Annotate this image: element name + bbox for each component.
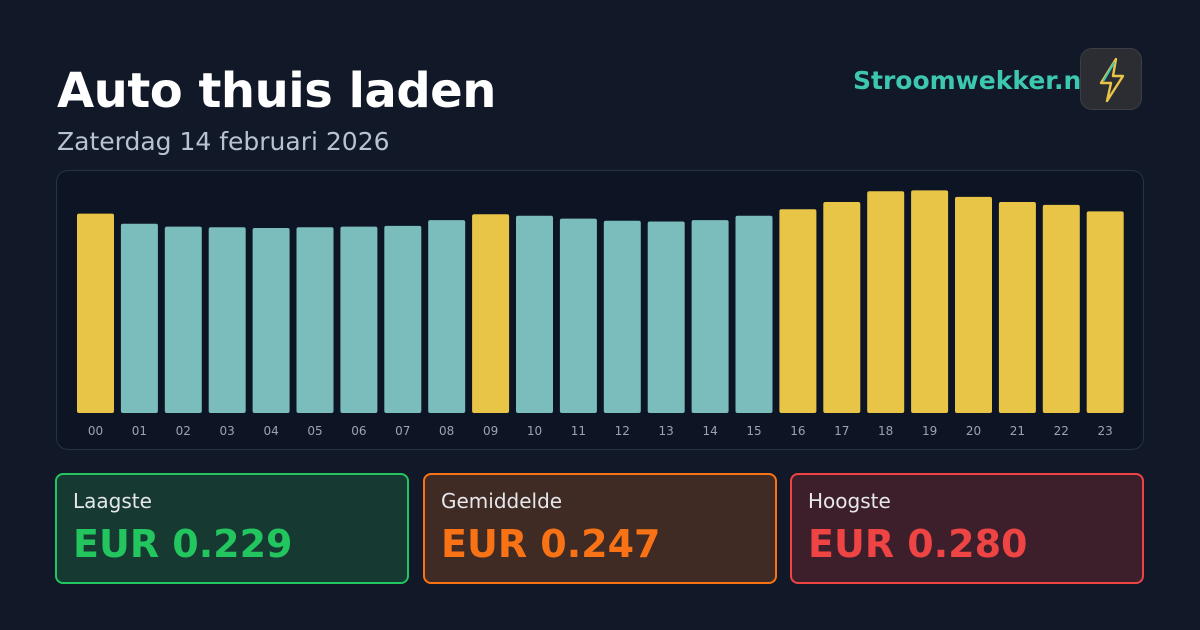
tick-label-hour-14: 14 (702, 424, 717, 438)
tick-label-hour-17: 17 (834, 424, 849, 438)
tick-label-hour-19: 19 (922, 424, 937, 438)
tick-label-hour-15: 15 (746, 424, 761, 438)
bar-hour-00 (77, 213, 114, 413)
stat-average: Gemiddelde EUR 0.247 (423, 473, 777, 584)
tick-label-hour-06: 06 (351, 424, 366, 438)
stat-highest-value: EUR 0.280 (808, 522, 1028, 566)
tick-label-hour-09: 09 (483, 424, 498, 438)
hourly-price-chart: 00 01 02 03 04 05 06 07 08 09 10 11 12 13 14 15 16 17 18 19… (77, 190, 1124, 438)
bar-hour-23 (1086, 211, 1124, 413)
tick-label-hour-05: 05 (307, 424, 322, 438)
tick-label-hour-03: 03 (220, 424, 235, 438)
bar-hour-19 (911, 190, 949, 413)
stat-average-label: Gemiddelde (441, 489, 563, 513)
tick-label-hour-07: 07 (395, 424, 410, 438)
bar-hour-20 (955, 196, 992, 413)
bar-hour-01 (120, 223, 158, 413)
bar-hour-03 (208, 227, 246, 413)
bar-hour-21 (998, 202, 1036, 413)
brand-name[interactable]: Stroomwekker.nl (853, 66, 1090, 95)
tick-label-hour-13: 13 (659, 424, 674, 438)
tick-label-hour-01: 01 (132, 424, 147, 438)
bar-hour-11 (559, 218, 597, 413)
bar-hour-05 (296, 227, 334, 413)
stat-lowest-value: EUR 0.229 (73, 522, 293, 566)
date-subtitle: Zaterdag 14 februari 2026 (57, 127, 390, 156)
bar-hour-09 (472, 214, 510, 413)
bar-hour-04 (252, 228, 290, 413)
lightning-bolt-icon (1099, 57, 1125, 103)
stat-highest-label: Hoogste (808, 489, 891, 513)
bar-hour-08 (428, 220, 466, 413)
tick-label-hour-08: 08 (439, 424, 454, 438)
tick-label-hour-10: 10 (527, 424, 542, 438)
tick-label-hour-11: 11 (571, 424, 586, 438)
bar-hour-14 (691, 220, 729, 413)
tick-label-hour-12: 12 (615, 424, 630, 438)
tick-label-hour-20: 20 (966, 424, 981, 438)
bar-hour-07 (384, 225, 422, 413)
bar-hour-06 (340, 226, 378, 413)
bar-hour-15 (735, 215, 773, 413)
logo (1080, 48, 1142, 110)
tick-label-hour-02: 02 (176, 424, 191, 438)
tick-label-hour-22: 22 (1054, 424, 1069, 438)
tick-label-hour-16: 16 (790, 424, 805, 438)
bar-hour-13 (647, 221, 685, 413)
stat-lowest-label: Laagste (73, 489, 152, 513)
bar-hour-12 (603, 220, 641, 413)
bar-hour-22 (1042, 204, 1080, 413)
bar-hour-17 (823, 202, 861, 413)
tick-label-hour-18: 18 (878, 424, 893, 438)
tick-label-hour-00: 00 (88, 424, 103, 438)
tick-label-hour-21: 21 (1010, 424, 1025, 438)
bar-hour-18 (867, 191, 905, 413)
bar-hour-16 (779, 209, 817, 413)
tick-label-hour-23: 23 (1098, 424, 1113, 438)
stat-lowest: Laagste EUR 0.229 (55, 473, 409, 584)
bar-hour-10 (516, 215, 553, 413)
page-title: Auto thuis laden (57, 63, 496, 119)
tick-label-hour-04: 04 (263, 424, 278, 438)
stat-average-value: EUR 0.247 (441, 522, 661, 566)
bar-hour-02 (164, 226, 202, 413)
price-chart-panel: 00 01 02 03 04 05 06 07 08 09 10 11 12 13 14 15 16 17 18 19… (56, 170, 1144, 450)
stat-highest: Hoogste EUR 0.280 (790, 473, 1144, 584)
